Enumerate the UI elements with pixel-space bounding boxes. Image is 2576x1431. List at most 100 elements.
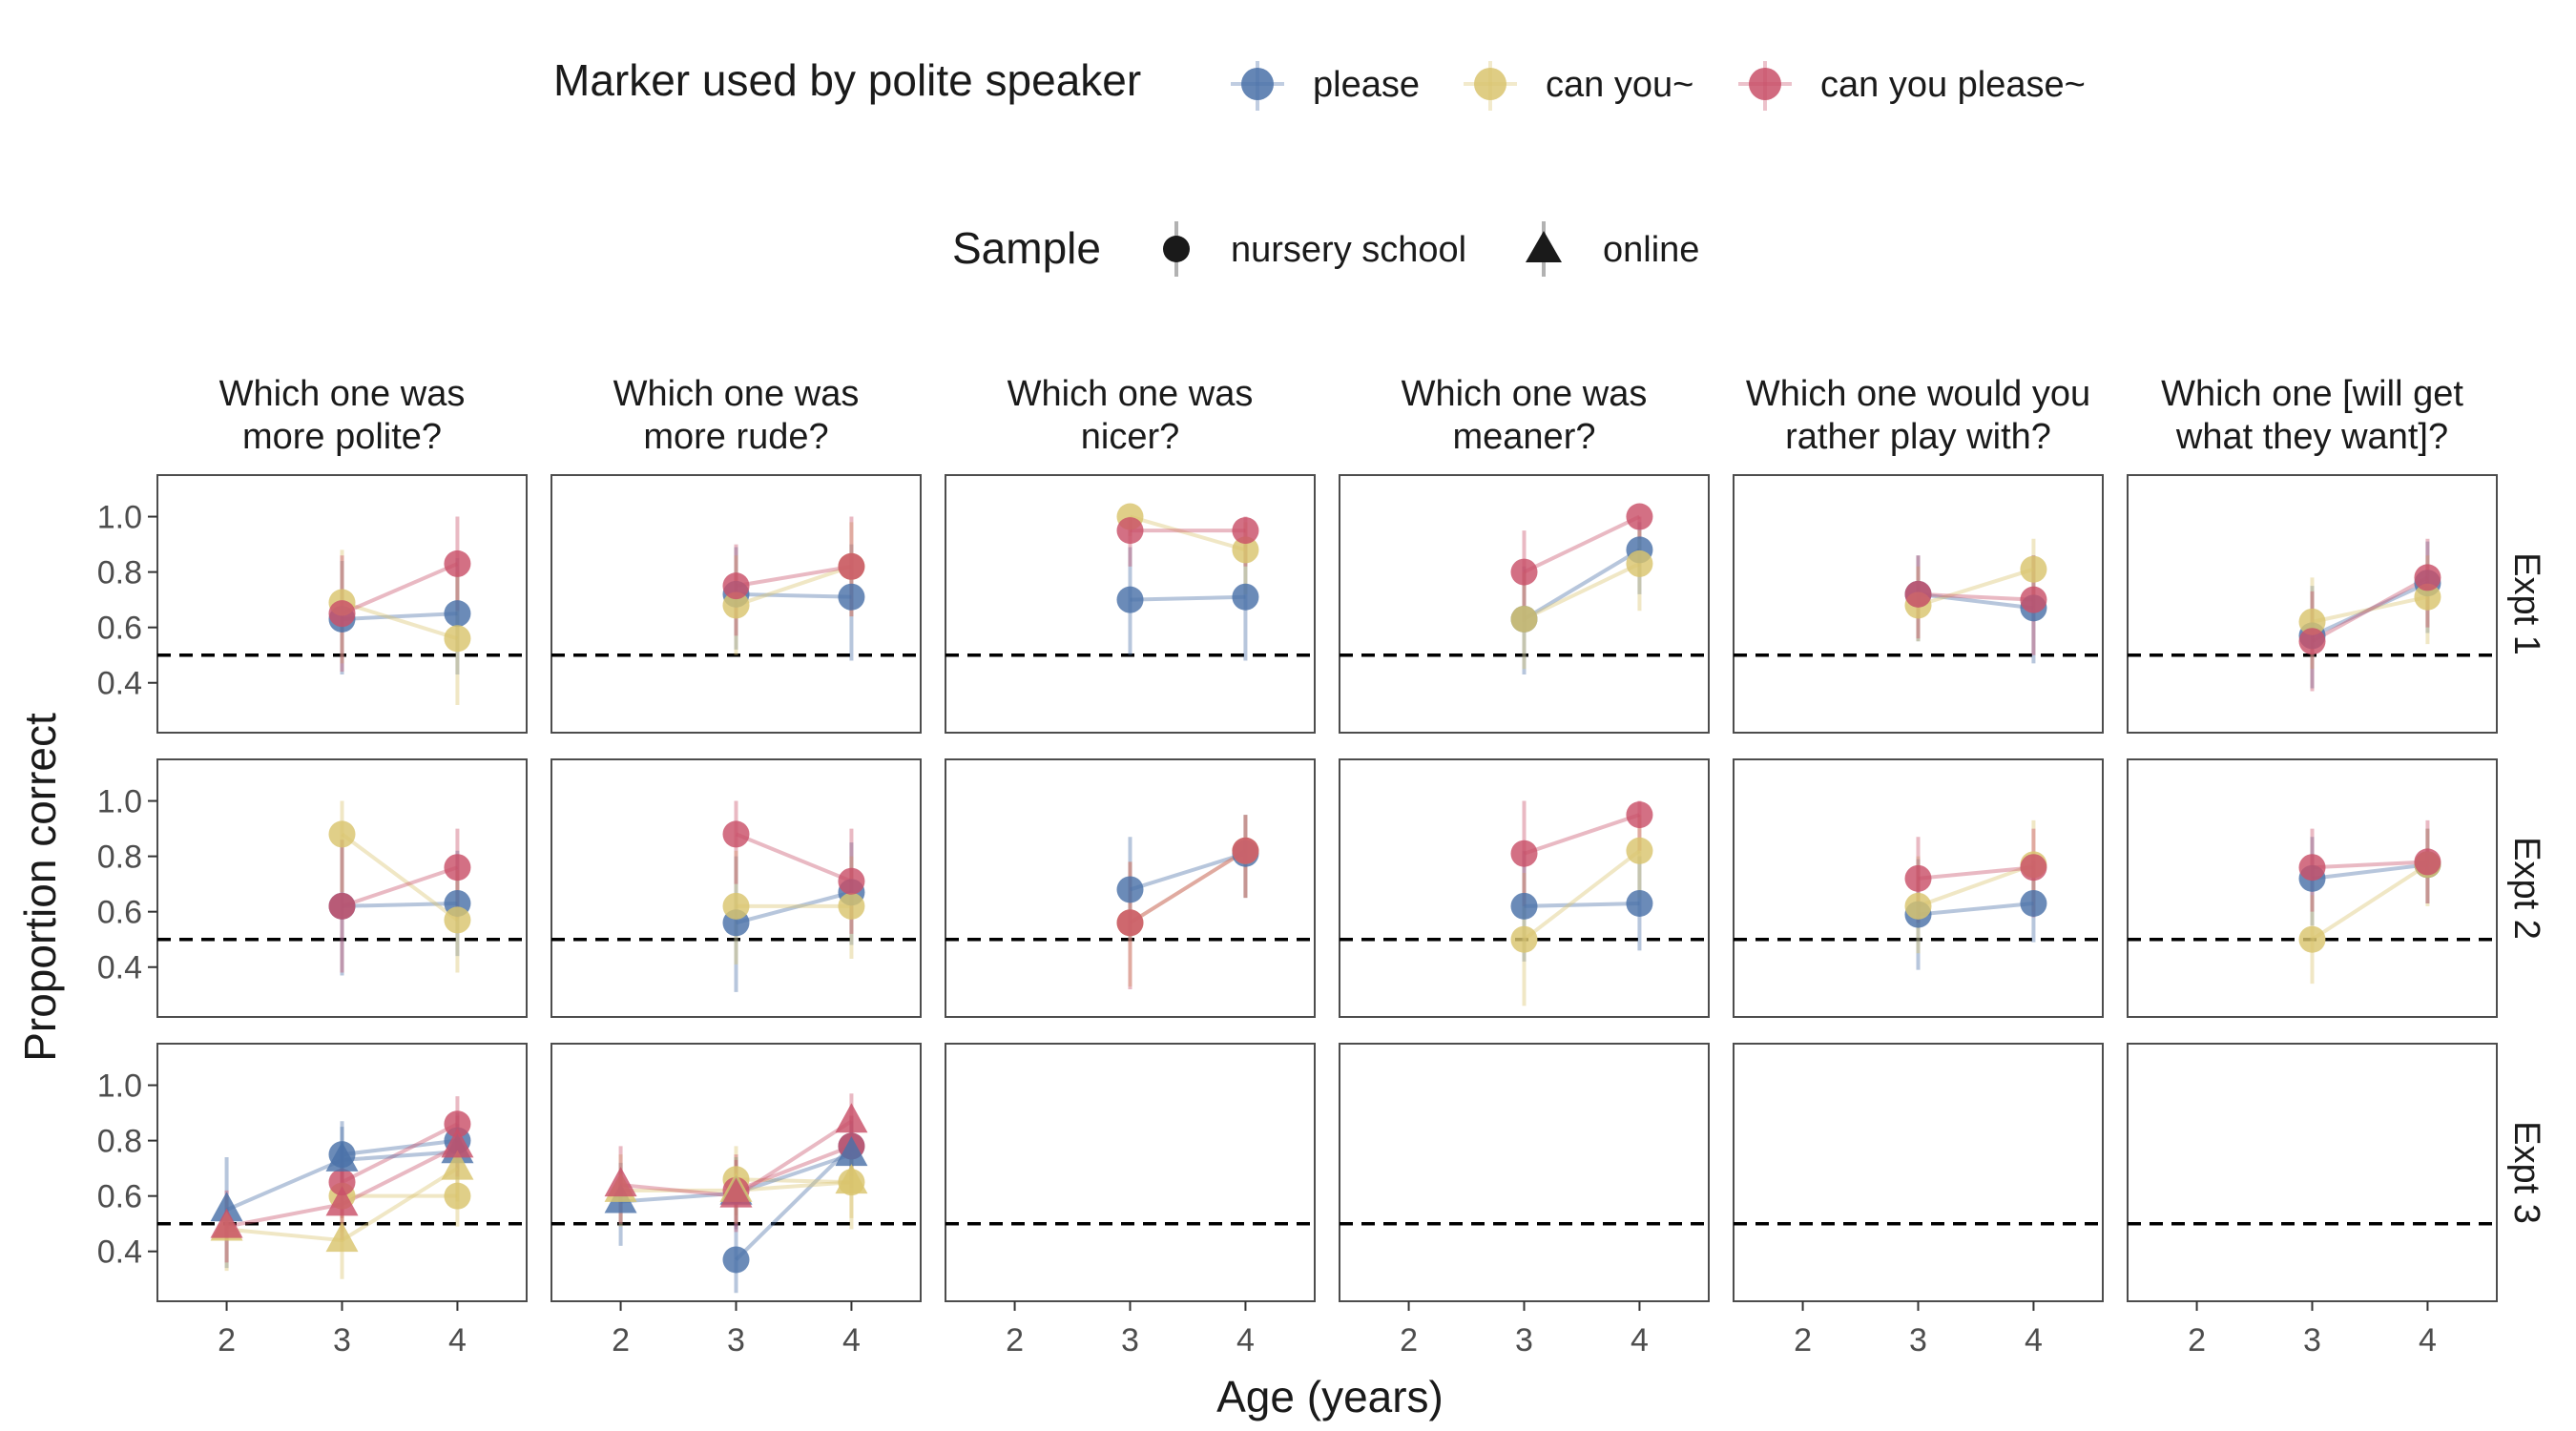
data-point-circle <box>1626 837 1653 864</box>
data-point-circle <box>722 892 750 920</box>
series-line <box>2311 575 2429 643</box>
legend-please-point <box>1241 68 1274 100</box>
y-tick-label: 0.6 <box>97 611 142 647</box>
x-tick-label: 4 <box>1631 1322 1649 1358</box>
x-tick-label: 4 <box>842 1322 861 1358</box>
data-point-circle <box>838 583 865 611</box>
row-strip-label: Expt 3 <box>2506 1121 2546 1224</box>
series-line <box>1129 514 1246 552</box>
x-tick-label: 2 <box>1400 1322 1418 1358</box>
legend-color: Marker used by polite speaker please can… <box>553 55 2086 111</box>
series-line <box>1129 849 1247 924</box>
legend-item-nursery-school: nursery school <box>1163 221 1466 277</box>
panel-r1-c6 <box>2127 474 2498 734</box>
data-point-circle <box>1232 536 1259 564</box>
x-tick-label: 3 <box>2303 1322 2321 1358</box>
series-line <box>1917 862 2035 908</box>
legend-can-you-please-point <box>1749 68 1781 100</box>
legend-can-you-label: can you~ <box>1546 65 1693 105</box>
panel-border <box>2127 1043 2498 1302</box>
data-point-circle <box>1510 605 1538 633</box>
legend-item-can-you: can you~ <box>1464 61 1693 111</box>
y-tick-label: 0.6 <box>97 895 142 931</box>
legend-nursery-label: nursery school <box>1231 230 1466 270</box>
data-point-circle <box>1904 864 1932 892</box>
x-tick-label: 2 <box>2188 1322 2206 1358</box>
column-strip-label: Which one was meaner? <box>1402 374 1648 457</box>
series-line <box>1524 901 1640 908</box>
data-point-triangle <box>210 1192 243 1222</box>
data-point-circle <box>2298 854 2326 881</box>
series-line <box>1523 548 1641 621</box>
y-tick-label: 0.8 <box>97 555 142 591</box>
data-point-circle <box>444 906 471 934</box>
column-strip-label: Which one was nicer? <box>1008 374 1254 457</box>
data-point-circle <box>1232 837 1259 864</box>
panel-border <box>1339 758 1710 1018</box>
panel-border <box>156 758 528 1018</box>
data-point-triangle <box>325 1186 359 1216</box>
series-line <box>1917 567 2035 608</box>
series-line <box>342 1138 458 1157</box>
data-point-circle <box>1116 876 1144 903</box>
data-point-circle <box>1626 889 1653 917</box>
data-point-circle <box>1232 517 1259 545</box>
series-line <box>735 890 852 925</box>
legend-item-can-you-please: can you please~ <box>1738 61 2086 111</box>
data-point-circle <box>1626 503 1653 530</box>
series-line <box>736 1177 852 1185</box>
legend-can-you-point <box>1474 68 1506 100</box>
series-line <box>1523 562 1641 621</box>
x-tick-label: 2 <box>612 1322 630 1358</box>
series-line <box>1918 865 2034 881</box>
data-point-circle <box>1116 586 1144 613</box>
panel-r1-c5 <box>1733 474 2104 734</box>
x-tick-label: 2 <box>218 1322 236 1358</box>
panel-r3-c3: 2 3 4 <box>945 1043 1316 1358</box>
data-point-triangle <box>604 1167 637 1197</box>
legend-nursery-circle <box>1163 236 1190 262</box>
x-tick-label: 2 <box>1794 1322 1812 1358</box>
x-tick-label: 2 <box>1006 1322 1024 1358</box>
legend-online-triangle <box>1526 231 1562 262</box>
panel-r3-c4: 2 3 4 <box>1339 1043 1710 1358</box>
panel-border <box>1733 1043 2104 1302</box>
series-line <box>1523 849 1641 942</box>
data-point-circle <box>2298 608 2326 635</box>
x-tick-label: 3 <box>1515 1322 1533 1358</box>
series-line <box>736 564 852 589</box>
series-line <box>2312 594 2428 624</box>
legend-can-you-please-label: can you please~ <box>1820 65 2086 105</box>
series-line <box>1918 591 2034 602</box>
data-point-circle <box>328 600 356 628</box>
x-tick-label: 3 <box>1121 1322 1139 1358</box>
data-point-circle <box>1904 580 1932 608</box>
y-axis-title: Proportion correct <box>15 713 65 1062</box>
data-point-circle <box>2020 889 2047 917</box>
data-point-circle <box>838 552 865 580</box>
series-line <box>1129 849 1247 924</box>
y-tick-label: 0.4 <box>97 1234 142 1271</box>
x-tick-label: 3 <box>333 1322 351 1358</box>
series-line <box>1523 813 1641 856</box>
column-strip-label: Which one would you rather play with? <box>1746 374 2090 457</box>
data-point-circle <box>1116 517 1144 545</box>
series-line <box>342 901 458 908</box>
column-strip-label: Which one was more polite? <box>219 374 466 457</box>
y-tick-label: 1.0 <box>97 784 142 820</box>
panel-r2-c3 <box>945 758 1316 1018</box>
data-point-circle <box>444 1182 471 1210</box>
data-point-triangle <box>835 1103 868 1133</box>
y-tick-label: 0.6 <box>97 1179 142 1215</box>
data-point-circle <box>722 1246 750 1274</box>
panel-border <box>551 758 922 1018</box>
panel-r2-c1: 0.4 0.6 0.8 1.0 <box>97 758 528 1018</box>
data-point-circle <box>722 591 750 619</box>
data-point-circle <box>1510 892 1538 920</box>
data-point-circle <box>444 625 471 653</box>
panel-r3-c1: 0.4 0.6 0.8 1.0 2 3 4 <box>97 1043 528 1358</box>
data-point-circle <box>838 892 865 920</box>
data-point-circle <box>2414 848 2441 876</box>
series-line <box>2312 860 2428 870</box>
legend-online-label: online <box>1603 230 1699 270</box>
